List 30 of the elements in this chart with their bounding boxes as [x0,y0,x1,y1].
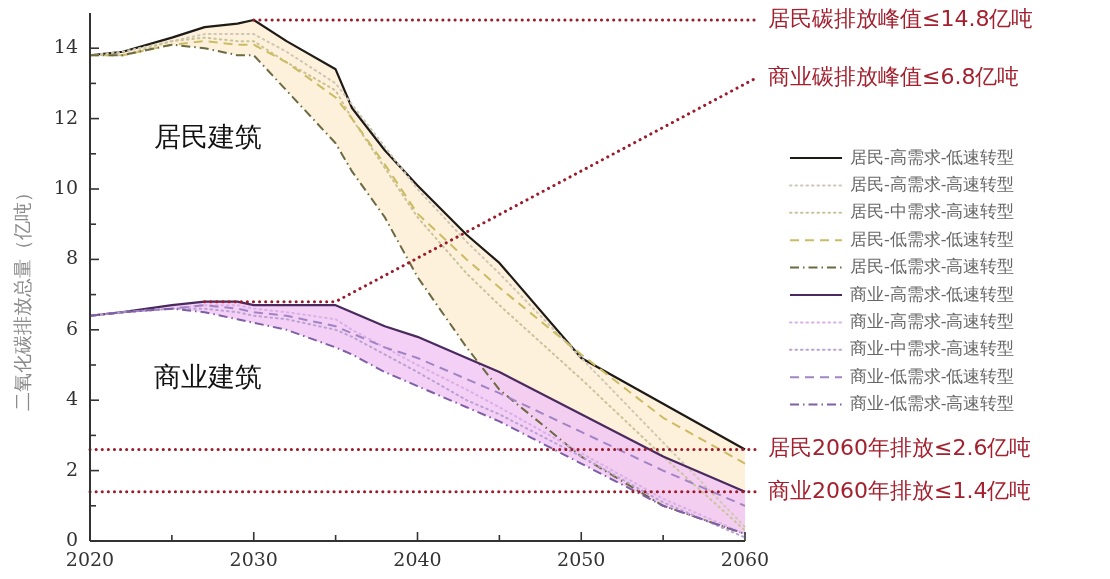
y-axis-title: 二氧化碳排放总量（亿吨） [11,183,33,411]
ref-line-label: 居民2060年排放≤2.6亿吨 [768,435,1032,461]
legend-label: 商业-低需求-高速转型 [850,393,1015,414]
legend-label: 商业-高需求-高速转型 [850,310,1015,331]
y-tick-label: 14 [53,35,78,58]
y-tick-label: 4 [65,387,78,410]
y-tick-label: 8 [65,246,78,269]
legend-label: 居民-中需求-高速转型 [850,201,1015,222]
y-tick-label: 6 [65,316,78,339]
legend-label: 居民-高需求-高速转型 [850,173,1015,194]
x-tick-label: 2040 [393,548,442,570]
x-tick-label: 2020 [65,548,115,570]
legend-label: 商业-中需求-高速转型 [850,338,1015,359]
ref-line-label: 居民碳排放峰值≤14.8亿吨 [768,6,1034,32]
legend-label: 商业-高需求-低速转型 [850,283,1015,304]
y-tick-label: 10 [53,176,78,198]
annotation: 居民建筑 [154,120,262,152]
x-tick-label: 2050 [557,548,606,570]
ref-line-label: 商业2060年排放≤1.4亿吨 [768,477,1032,503]
legend-label: 居民-低需求-高速转型 [850,256,1015,277]
y-tick-label: 0 [65,528,78,550]
legend-label: 居民-低需求-低速转型 [850,228,1015,249]
legend-label: 商业-低需求-低速转型 [850,365,1015,386]
legend-label: 居民-高需求-低速转型 [850,146,1015,167]
x-tick-label: 2030 [229,548,278,570]
ref-line-label: 商业碳排放峰值≤6.8亿吨 [768,64,1020,90]
x-tick-label: 2060 [720,548,770,570]
annotation: 商业建筑 [154,360,262,392]
y-tick-label: 12 [53,105,78,128]
y-tick-label: 2 [65,457,78,480]
